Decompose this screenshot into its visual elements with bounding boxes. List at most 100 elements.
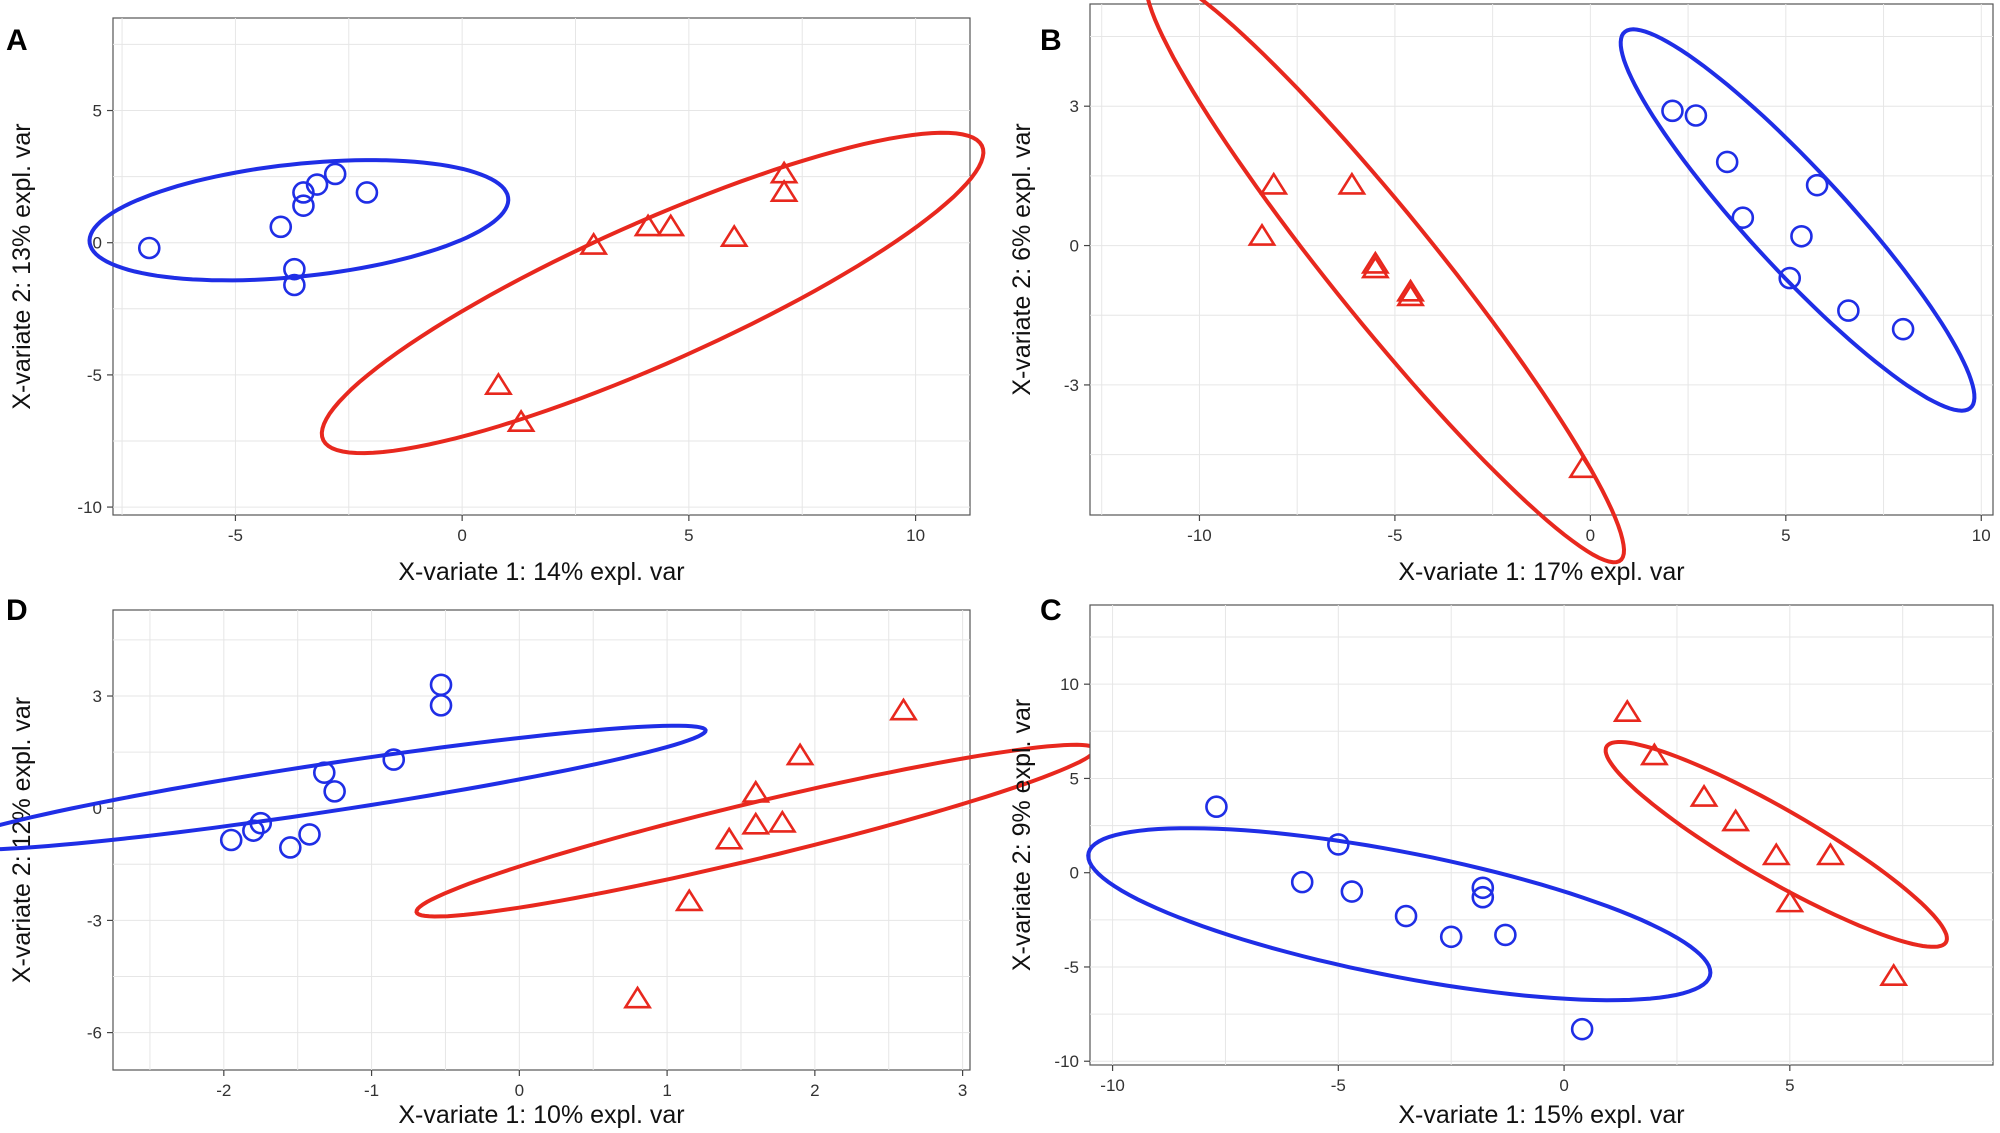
x-axis-title-a: X-variate 1: 14% expl. var (398, 558, 684, 586)
data-point-triangle (719, 223, 749, 247)
plot-area-c (1089, 604, 1994, 1066)
x-tick-label: -10 (1100, 1076, 1125, 1095)
data-point-triangle (1761, 842, 1791, 866)
x-tick-label: 0 (457, 526, 466, 545)
data-point-triangle (506, 409, 536, 433)
x-tick-label: 1 (662, 1081, 671, 1100)
data-point-triangle (656, 213, 686, 237)
x-tick-label: 10 (1972, 526, 1991, 545)
data-point-triangle (1816, 842, 1845, 866)
data-point-circle (1790, 224, 1813, 248)
data-point-triangle (623, 985, 652, 1009)
data-point-circle (279, 836, 302, 859)
data-point-circle (269, 215, 293, 239)
confidence-ellipse-group1 (87, 158, 511, 283)
scatter-plot-b: -10 -5 0 5 10 -3 0 3 X-variate 1: 17% expl. var X… (1008, 0, 1994, 586)
y-tick-label: 5 (1070, 769, 1079, 788)
y-tick-label: 3 (1070, 97, 1079, 116)
y-axis-title-a: X-variate 2: 13% expl. var (8, 123, 36, 409)
data-point-circle (292, 181, 315, 204)
series-group1-c (1086, 795, 1713, 1041)
data-point-circle (1205, 795, 1228, 819)
y-tick-label: 3 (93, 687, 102, 706)
y-tick-label: -3 (87, 911, 102, 930)
y-tick-label: 0 (1070, 237, 1079, 256)
series-group1-d (0, 673, 708, 859)
data-point-triangle (1247, 222, 1277, 246)
data-point-triangle (1396, 278, 1425, 302)
data-point-circle (1327, 833, 1350, 856)
confidence-ellipse-group1 (1086, 826, 1713, 1003)
x-tick-label: 0 (515, 1081, 524, 1100)
data-point-triangle (714, 826, 744, 850)
data-point-circle (1837, 299, 1860, 322)
y-tick-label: 5 (93, 102, 102, 121)
x-axis-title-c: X-variate 1: 15% expl. var (1398, 1101, 1684, 1129)
y-tick-label: -5 (1064, 958, 1079, 977)
plot-frame-b (1089, 3, 1994, 516)
y-tick-label: -3 (1064, 376, 1079, 395)
confidence-ellipse-group2 (1603, 740, 1949, 949)
data-point-circle (292, 194, 315, 217)
confidence-ellipse-group2 (1146, 0, 1627, 565)
data-point-circle (1494, 923, 1517, 947)
x-tick-label: -5 (1331, 1076, 1346, 1095)
data-point-circle (1661, 99, 1684, 123)
data-point-circle (1439, 925, 1463, 949)
data-point-circle (382, 748, 406, 771)
panel-label-d: D (6, 594, 28, 627)
confidence-ellipse-group2 (319, 130, 986, 456)
data-point-circle (1340, 880, 1364, 903)
y-axis-title-c: X-variate 2: 9% expl. var (1008, 699, 1036, 971)
data-point-triangle (1775, 889, 1805, 913)
data-point-triangle (483, 372, 513, 396)
data-point-triangle (1259, 171, 1289, 195)
x-tick-label: -5 (228, 526, 243, 545)
data-point-triangle (785, 742, 815, 766)
data-point-triangle (741, 779, 771, 803)
series-group1-a (87, 158, 511, 297)
panel-label-b: B (1040, 24, 1062, 57)
y-tick-label: 10 (1060, 675, 1079, 694)
data-point-circle (1471, 876, 1495, 900)
y-tick-label: -10 (77, 498, 102, 517)
x-axis-title-d: X-variate 1: 10% expl. var (398, 1101, 684, 1129)
data-point-circle (242, 819, 265, 842)
confidence-ellipse-group1 (0, 723, 708, 852)
data-point-triangle (1612, 699, 1642, 723)
data-point-circle (312, 761, 336, 784)
x-tick-label: 2 (810, 1081, 819, 1100)
data-point-triangle (1360, 255, 1390, 279)
data-point-triangle (1568, 455, 1597, 479)
data-point-circle (1394, 904, 1418, 928)
y-axis-title-b: X-variate 2: 6% expl. var (1008, 123, 1036, 395)
x-tick-label: -2 (216, 1081, 231, 1100)
data-point-circle (1805, 173, 1829, 197)
x-tick-label: 0 (1559, 1076, 1568, 1095)
series-group2-d (414, 697, 1098, 1009)
data-point-circle (1715, 150, 1739, 174)
data-point-triangle (1639, 742, 1669, 766)
data-point-circle (355, 181, 379, 204)
data-point-triangle (1396, 283, 1425, 307)
y-tick-label: 0 (1070, 864, 1079, 883)
data-point-circle (249, 811, 273, 835)
data-point-triangle (579, 231, 609, 255)
data-point-circle (283, 273, 306, 297)
y-axis-title-d: X-variate 2: 12% expl. var (8, 697, 36, 983)
data-point-circle (305, 173, 329, 196)
y-tick-label: -10 (1054, 1052, 1079, 1071)
x-tick-label: 10 (906, 526, 925, 545)
x-tick-label: 5 (1781, 526, 1790, 545)
data-point-circle (429, 673, 453, 697)
data-point-triangle (889, 697, 918, 721)
data-point-triangle (1721, 808, 1751, 832)
data-point-circle (1471, 885, 1495, 909)
series-group1-b (1618, 27, 1977, 413)
data-point-triangle (741, 811, 771, 835)
data-point-circle (298, 823, 321, 846)
plot-frame-c (1089, 604, 1994, 1066)
panel-label-c: C (1040, 594, 1062, 627)
